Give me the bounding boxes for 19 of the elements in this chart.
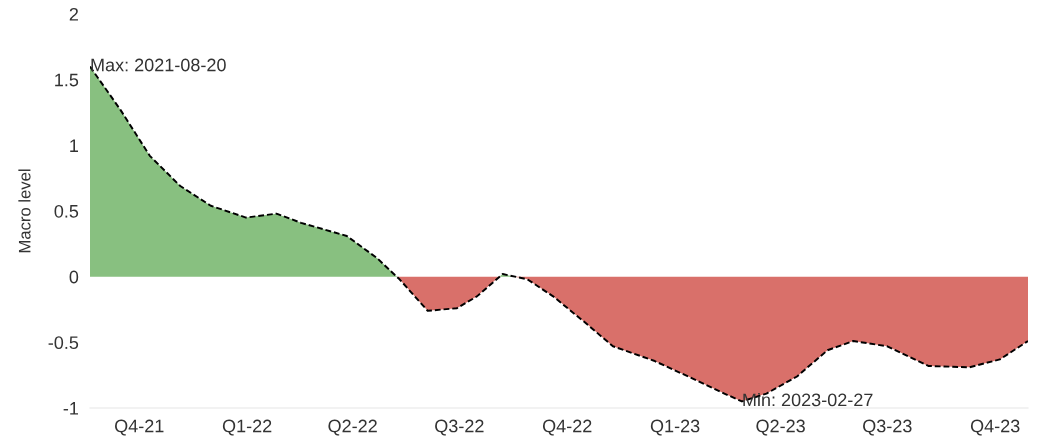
x-tick-label: Q3-22 — [435, 419, 484, 436]
y-tick-label: 1 — [70, 139, 79, 152]
x-tick-label: Q3-23 — [863, 419, 912, 436]
annotation: Max: 2021-08-20 — [91, 58, 226, 72]
x-tick-label: Q4-23 — [970, 419, 1020, 436]
x-tick-label: Q4-22 — [542, 419, 592, 436]
y-tick-label: 0.5 — [54, 204, 79, 218]
y-tick-label: -1 — [63, 402, 79, 415]
y-axis-title: Macro level — [18, 169, 31, 253]
x-tick-label: Q2-23 — [756, 419, 805, 436]
y-tick-label: 2 — [69, 7, 78, 21]
y-tick-label: 1.5 — [55, 73, 79, 87]
y-tick-label: 0 — [69, 270, 79, 284]
x-tick-label: Q1-23 — [650, 419, 700, 436]
x-tick-label: Q1-22 — [222, 419, 272, 436]
y-tick-label: -0.5 — [48, 336, 79, 350]
annotation: Min: 2023-02-27 — [743, 393, 873, 407]
x-tick-label: Q2-22 — [328, 419, 377, 436]
x-tick-label: Q4-21 — [115, 419, 164, 436]
